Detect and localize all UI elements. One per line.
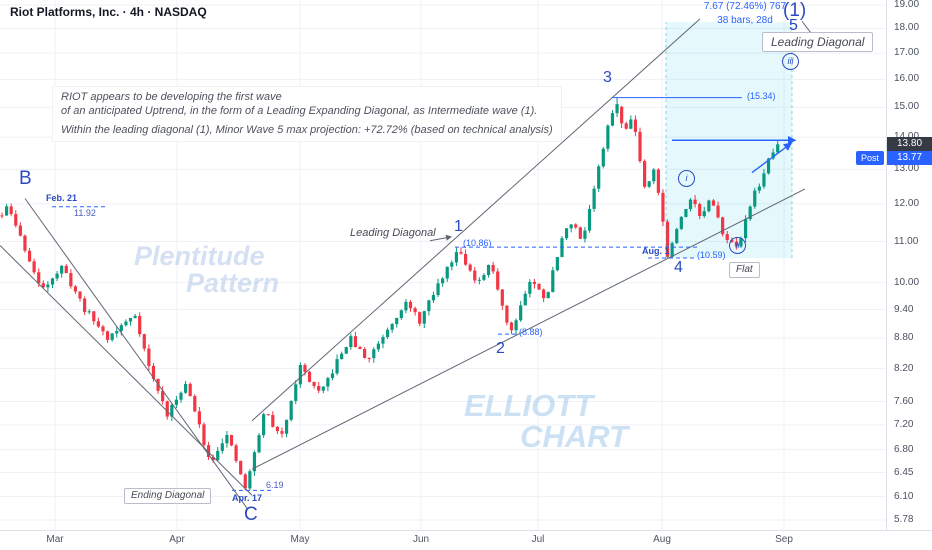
y-axis-tick: 15.00 (894, 101, 920, 113)
x-axis-tick: Sep (775, 534, 793, 545)
watermark-plentitude: Plentitude Pattern (134, 243, 279, 297)
y-axis-tick: 7.60 (894, 395, 914, 407)
y-axis-tick: 6.10 (894, 490, 914, 502)
wave-label-1[interactable]: 1 (454, 218, 463, 235)
wave-label-5[interactable]: 5 (789, 17, 798, 34)
level-label-1534[interactable]: (15.34) (747, 91, 776, 101)
y-axis-tick: 8.80 (894, 332, 914, 344)
level-label-888[interactable]: (8.88) (519, 327, 543, 337)
price-label-1192: 11.92 (74, 208, 96, 218)
x-axis-tick: Aug (653, 534, 671, 545)
level-label-1086[interactable]: (10.86) (463, 238, 492, 248)
watermark-text: ELLIOTT (464, 388, 594, 423)
subwave-ii-circle[interactable]: ii (729, 237, 746, 254)
x-axis-tick: Jun (412, 534, 430, 545)
y-axis-tick: 8.20 (894, 362, 914, 374)
y-axis-tick: 14.00 (894, 132, 919, 142)
y-axis-tick: 12.00 (894, 197, 920, 209)
watermark-text: CHART (520, 419, 628, 454)
wave-label-intermediate-1[interactable]: (1) (783, 0, 807, 21)
y-axis-tick: 6.80 (894, 443, 914, 455)
x-axis-tick: Mar (46, 534, 64, 545)
time-axis[interactable]: Mar Apr May Jun Jul Aug Sep (0, 530, 932, 550)
price-badge-post: 13.77 (887, 151, 932, 165)
leading-diagonal-top-label[interactable]: Leading Diagonal (762, 32, 874, 52)
y-axis-tick: 16.00 (894, 73, 920, 85)
y-axis-tick: 17.00 (894, 47, 920, 59)
watermark-text: Pattern (186, 268, 280, 298)
price-badge-last: 13.80 (887, 137, 932, 151)
watermark-elliott: ELLIOTT CHART (464, 390, 628, 452)
y-axis-tick: 7.20 (894, 418, 914, 430)
y-axis-tick: 6.45 (894, 466, 914, 478)
note-line-2: of an anticipated Uptrend, in the form o… (61, 104, 538, 117)
y-axis-tick: 11.00 (894, 235, 919, 247)
wave-label-3[interactable]: 3 (603, 69, 612, 86)
note-line-1: RIOT appears to be developing the first … (61, 91, 282, 103)
wave-label-4[interactable]: 4 (674, 259, 683, 276)
ending-diagonal-label[interactable]: Ending Diagonal (124, 488, 212, 504)
x-axis-tick: Apr (169, 534, 185, 545)
x-axis-tick: Jul (531, 534, 545, 545)
watermark-text: Plentitude (134, 241, 265, 271)
wave-label-C[interactable]: C (244, 504, 258, 525)
y-axis-tick: 5.78 (894, 514, 914, 525)
date-label-apr17: Apr. 17 (232, 493, 263, 503)
measure-price-range-label[interactable]: 7.67 (72.46%) 767 (703, 1, 787, 12)
level-label-1059[interactable]: (10.59) (697, 250, 726, 260)
subwave-iii-circle[interactable]: iii (782, 53, 799, 70)
x-axis-tick: May (290, 534, 310, 545)
y-axis-tick: 18.00 (894, 22, 920, 34)
leading-diagonal-mid-label[interactable]: Leading Diagonal (350, 227, 436, 239)
y-axis-tick: 9.40 (894, 303, 914, 315)
flat-label[interactable]: Flat (729, 262, 760, 278)
y-axis-tick: 13.00 (894, 163, 920, 175)
subwave-i-circle[interactable]: i (678, 170, 695, 187)
date-label-feb21: Feb. 21 (46, 193, 78, 203)
wave-label-B[interactable]: B (19, 168, 32, 189)
symbol-title[interactable]: Riot Platforms, Inc. · 4h · NASDAQ (10, 5, 207, 19)
price-label-619: 6.19 (266, 480, 284, 490)
wave-label-2[interactable]: 2 (496, 340, 505, 357)
y-axis-tick: 10.00 (894, 276, 920, 288)
post-session-pill: Post (856, 151, 885, 165)
analysis-note[interactable]: RIOT appears to be developing the first … (52, 86, 562, 143)
price-axis[interactable]: 13.80 13.77 19.00 18.00 17.00 16.00 15.00 14.… (886, 0, 932, 530)
y-axis-tick: 19.00 (894, 0, 920, 10)
measure-bars-label[interactable]: 38 bars, 28d (717, 15, 773, 26)
date-label-aug1: Aug. 1 (642, 246, 670, 256)
note-line-3: Within the leading diagonal (1), Minor W… (61, 123, 553, 136)
